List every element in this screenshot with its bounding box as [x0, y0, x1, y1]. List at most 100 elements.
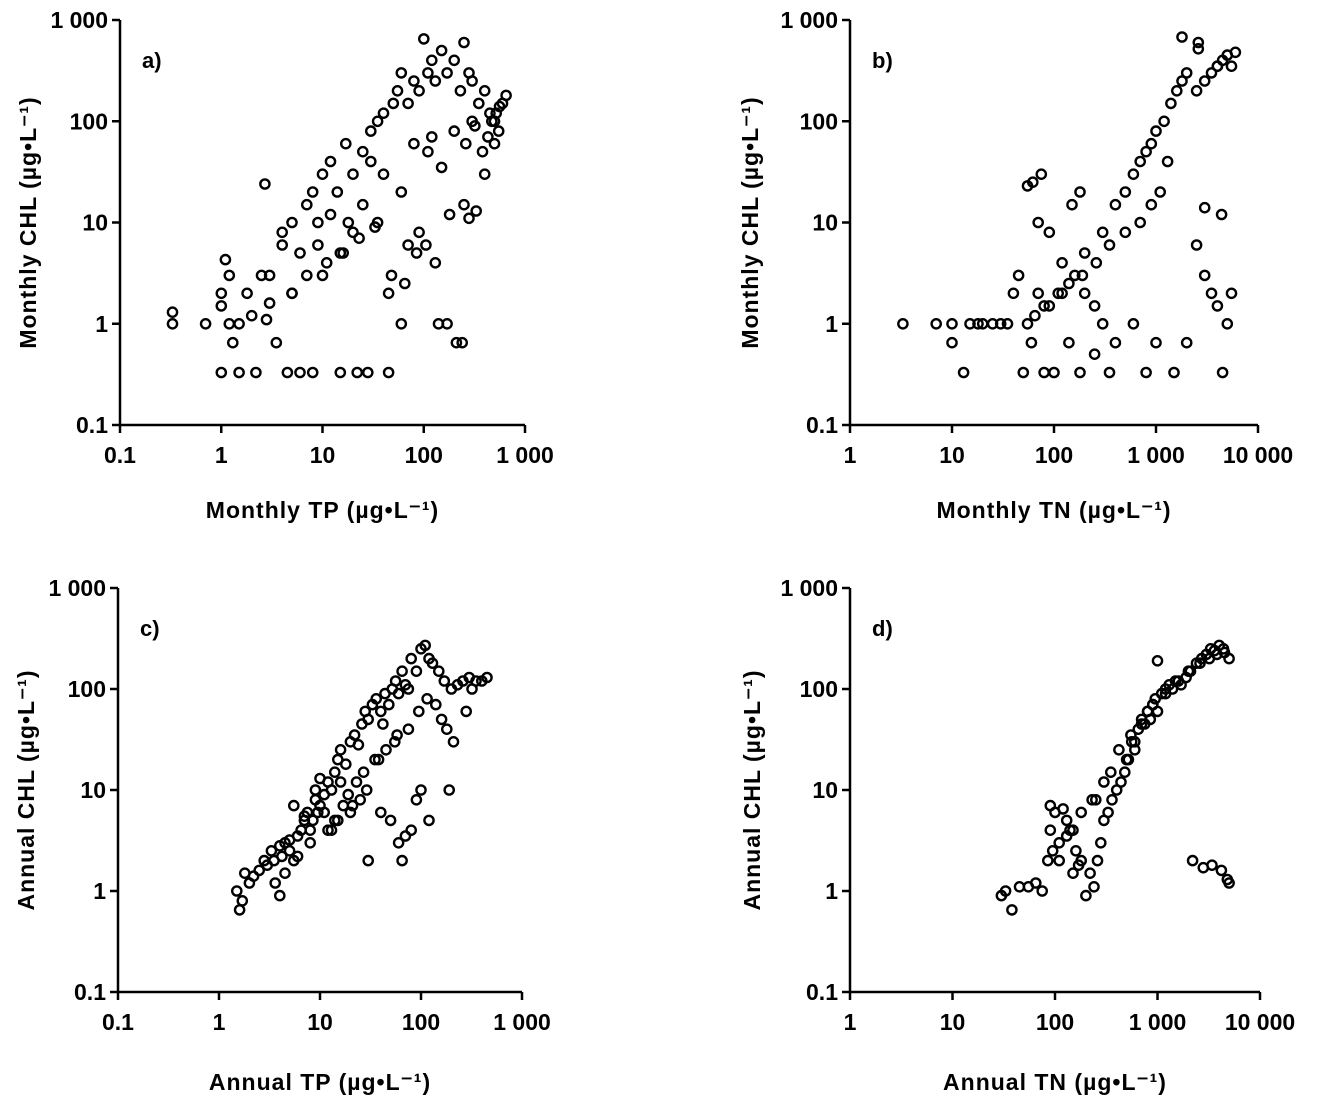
data-point: [215, 366, 228, 379]
data-point: [276, 239, 289, 251]
data-point: [441, 67, 453, 79]
data-point: [1154, 186, 1166, 198]
data-point: [311, 806, 324, 819]
data-point: [276, 226, 289, 239]
data-point: [223, 317, 236, 330]
data-point: [1150, 125, 1162, 137]
data-point: [304, 837, 317, 849]
x-tick-label: 1 000: [493, 1009, 551, 1035]
data-point: [1215, 864, 1228, 877]
data-point: [374, 806, 387, 819]
data-point: [260, 313, 273, 326]
data-point: [269, 877, 282, 889]
data-point: [1032, 216, 1044, 229]
y-tick-label: 1: [825, 311, 838, 337]
data-point: [410, 247, 423, 259]
data-point: [281, 366, 294, 379]
data-point: [273, 840, 286, 852]
data-point: [215, 287, 228, 300]
data-point: [1119, 766, 1131, 779]
data-point: [388, 736, 401, 748]
data-point: [372, 753, 385, 766]
data-point: [1134, 216, 1146, 229]
data-point: [463, 212, 475, 225]
data-point: [395, 186, 408, 198]
data-point: [425, 131, 438, 143]
data-point: [1151, 655, 1164, 667]
data-point: [1206, 859, 1218, 872]
data-point: [415, 784, 427, 796]
data-point: [342, 216, 355, 229]
data-point: [1190, 239, 1203, 251]
data-point: [1038, 366, 1050, 379]
data-point: [466, 75, 478, 87]
data-point: [429, 75, 442, 87]
data-point: [316, 168, 329, 180]
data-point: [435, 44, 448, 57]
data-point: [408, 75, 420, 87]
data-point: [328, 766, 341, 779]
data-point: [334, 744, 347, 756]
data-point: [1029, 309, 1041, 322]
data-point: [1076, 269, 1089, 282]
data-point: [1172, 675, 1185, 687]
data-point: [472, 97, 485, 110]
x-tick-label: 0.1: [102, 1009, 134, 1035]
x-tick-label: 1 000: [1127, 442, 1185, 468]
data-point: [500, 89, 512, 102]
data-point: [286, 216, 298, 229]
data-point: [1042, 854, 1054, 867]
data-point: [353, 232, 365, 244]
data-point: [304, 824, 317, 837]
data-point: [478, 85, 491, 97]
data-point: [392, 687, 405, 700]
data-point: [241, 287, 253, 300]
data-point: [1036, 885, 1048, 897]
data-point: [448, 54, 461, 67]
data-point: [1127, 317, 1140, 330]
data-point: [312, 216, 324, 229]
data-point: [1057, 803, 1069, 815]
data-point: [405, 824, 418, 837]
data-point: [1229, 46, 1242, 59]
data-point: [429, 698, 442, 711]
data-point: [1091, 854, 1104, 867]
data-point: [1186, 854, 1199, 867]
data-point: [402, 239, 414, 251]
x-tick-label: 1 000: [1129, 1009, 1187, 1035]
y-tick-label: 100: [800, 108, 838, 134]
data-point: [199, 317, 212, 330]
data-point: [253, 864, 266, 877]
data-point: [1075, 806, 1087, 819]
data-point: [1192, 36, 1205, 49]
panel-label: b): [872, 48, 893, 73]
data-point: [417, 33, 430, 45]
data-point: [283, 845, 296, 857]
data-point: [1211, 648, 1223, 661]
data-point: [1180, 336, 1193, 349]
data-point: [361, 366, 374, 379]
data-point: [460, 705, 473, 718]
data-point: [450, 336, 463, 349]
data-point: [1225, 60, 1238, 72]
data-point: [421, 693, 433, 705]
data-point: [382, 698, 395, 711]
panel-label: d): [872, 616, 893, 641]
data-point: [429, 256, 442, 269]
data-point: [395, 317, 408, 330]
panel-a: 0.1 1 10 100 1 000 0.1 1 10 100 1 000 Monthly TP (…: [15, 7, 554, 523]
panel-label: a): [142, 48, 162, 73]
data-point: [1147, 698, 1159, 711]
data-point: [422, 67, 434, 79]
x-tick-label: 10: [307, 1009, 333, 1035]
data-point: [435, 713, 448, 726]
data-point: [354, 794, 367, 806]
y-axis-label: Annual CHL (µg•L⁻¹): [739, 669, 765, 910]
data-point: [294, 247, 306, 259]
data-point: [339, 758, 352, 771]
data-point: [348, 729, 361, 741]
data-point: [320, 256, 333, 269]
data-point: [350, 776, 363, 788]
data-point: [347, 168, 359, 180]
data-point: [476, 145, 489, 158]
